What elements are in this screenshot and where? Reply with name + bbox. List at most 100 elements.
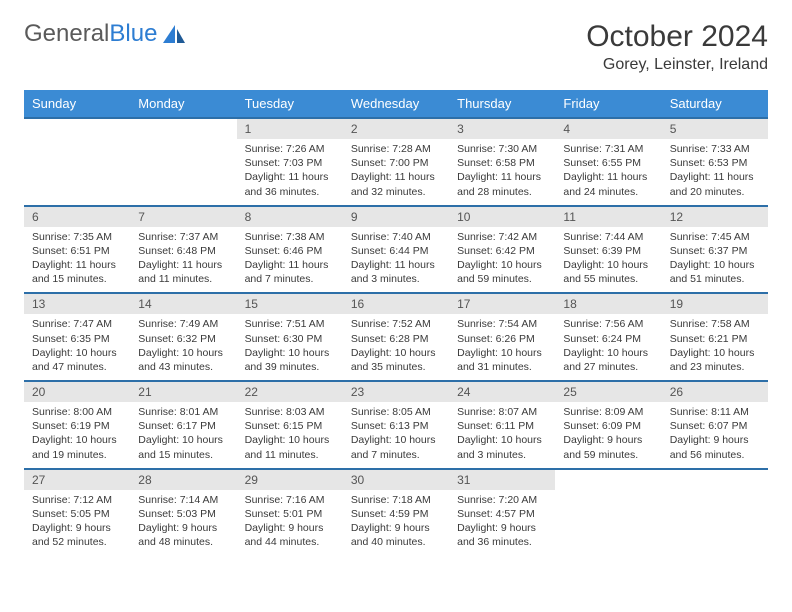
sunrise-text: Sunrise: 7:51 AM [245, 317, 335, 331]
daylight-text: Daylight: 10 hours and 59 minutes. [457, 258, 547, 286]
calendar-cell: 29Sunrise: 7:16 AMSunset: 5:01 PMDayligh… [237, 469, 343, 556]
calendar-cell: 6Sunrise: 7:35 AMSunset: 6:51 PMDaylight… [24, 206, 130, 294]
sunset-text: Sunset: 6:58 PM [457, 156, 547, 170]
calendar-cell: 22 Sunrise: 8:03 AMSunset: 6:15 PMDayligh… [237, 381, 343, 469]
day-number: 25 [555, 382, 661, 402]
day-number: 27 [24, 470, 130, 490]
day-details: Sunrise: 7:37 AMSunset: 6:48 PMDaylight:… [130, 227, 236, 293]
weekday-header-row: Sunday Monday Tuesday Wednesday Thursday… [24, 90, 768, 118]
sunrise-text: Sunrise: 7:37 AM [138, 230, 228, 244]
sunset-text: Sunset: 5:03 PM [138, 507, 228, 521]
sunset-text: Sunset: 6:11 PM [457, 419, 547, 433]
sunset-text: Sunset: 6:15 PM [245, 419, 335, 433]
calendar-cell: 14Sunrise: 7:49 AMSunset: 6:32 PMDayligh… [130, 293, 236, 381]
daylight-text: Daylight: 11 hours and 7 minutes. [245, 258, 335, 286]
sunrise-text: Sunrise: 7:30 AM [457, 142, 547, 156]
sunset-text: Sunset: 6:55 PM [563, 156, 653, 170]
calendar-cell: 7Sunrise: 7:37 AMSunset: 6:48 PMDaylight… [130, 206, 236, 294]
daylight-text: Daylight: 9 hours and 52 minutes. [32, 521, 122, 549]
logo-text-2: Blue [109, 20, 157, 48]
day-details: Sunrise: 7:31 AMSunset: 6:55 PMDaylight:… [555, 139, 661, 205]
day-details: Sunrise: 8:07 AMSunset: 6:11 PMDaylight:… [449, 402, 555, 468]
daylight-text: Daylight: 10 hours and 3 minutes. [457, 433, 547, 461]
sunrise-text: Sunrise: 7:16 AM [245, 493, 335, 507]
daylight-text: Daylight: 11 hours and 15 minutes. [32, 258, 122, 286]
day-number: 6 [24, 207, 130, 227]
day-number: 7 [130, 207, 236, 227]
daylight-text: Daylight: 10 hours and 39 minutes. [245, 346, 335, 374]
day-number: 11 [555, 207, 661, 227]
sunset-text: Sunset: 6:42 PM [457, 244, 547, 258]
sunrise-text: Sunrise: 8:01 AM [138, 405, 228, 419]
calendar-row: 13Sunrise: 7:47 AMSunset: 6:35 PMDayligh… [24, 293, 768, 381]
calendar-cell: 28Sunrise: 7:14 AMSunset: 5:03 PMDayligh… [130, 469, 236, 556]
day-details: Sunrise: 7:49 AMSunset: 6:32 PMDaylight:… [130, 314, 236, 380]
sunrise-text: Sunrise: 7:58 AM [670, 317, 760, 331]
daylight-text: Daylight: 10 hours and 31 minutes. [457, 346, 547, 374]
logo-sail-icon [161, 23, 187, 45]
day-number: 1 [237, 119, 343, 139]
calendar-cell: 27Sunrise: 7:12 AMSunset: 5:05 PMDayligh… [24, 469, 130, 556]
day-details: Sunrise: 7:58 AMSunset: 6:21 PMDaylight:… [662, 314, 768, 380]
sunrise-text: Sunrise: 7:44 AM [563, 230, 653, 244]
sunset-text: Sunset: 4:57 PM [457, 507, 547, 521]
daylight-text: Daylight: 11 hours and 11 minutes. [138, 258, 228, 286]
day-number: 24 [449, 382, 555, 402]
sunset-text: Sunset: 6:44 PM [351, 244, 441, 258]
sunrise-text: Sunrise: 7:38 AM [245, 230, 335, 244]
calendar-cell: 17Sunrise: 7:54 AMSunset: 6:26 PMDayligh… [449, 293, 555, 381]
day-number: 21 [130, 382, 236, 402]
calendar-cell: 21Sunrise: 8:01 AMSunset: 6:17 PMDayligh… [130, 381, 236, 469]
sunrise-text: Sunrise: 7:49 AM [138, 317, 228, 331]
day-number: 2 [343, 119, 449, 139]
calendar-cell: 8Sunrise: 7:38 AMSunset: 6:46 PMDaylight… [237, 206, 343, 294]
sunset-text: Sunset: 6:21 PM [670, 332, 760, 346]
calendar-cell: 11Sunrise: 7:44 AMSunset: 6:39 PMDayligh… [555, 206, 661, 294]
day-number: 3 [449, 119, 555, 139]
daylight-text: Daylight: 9 hours and 36 minutes. [457, 521, 547, 549]
calendar-cell: 30 Sunrise: 7:18 AMSunset: 4:59 PMDayligh… [343, 469, 449, 556]
sunset-text: Sunset: 4:59 PM [351, 507, 441, 521]
day-number: 18 [555, 294, 661, 314]
sunrise-text: Sunrise: 8:03 AM [245, 405, 335, 419]
sunrise-text: Sunrise: 7:28 AM [351, 142, 441, 156]
sunset-text: Sunset: 6:17 PM [138, 419, 228, 433]
day-details: Sunrise: 7:12 AMSunset: 5:05 PMDaylight:… [24, 490, 130, 556]
daylight-text: Daylight: 11 hours and 32 minutes. [351, 170, 441, 198]
day-number: 16 [343, 294, 449, 314]
daylight-text: Daylight: 9 hours and 40 minutes. [351, 521, 441, 549]
day-number: 20 [24, 382, 130, 402]
sunrise-text: Sunrise: 7:52 AM [351, 317, 441, 331]
calendar-row: 20Sunrise: 8:00 AMSunset: 6:19 PMDayligh… [24, 381, 768, 469]
day-details: Sunrise: 7:33 AMSunset: 6:53 PMDaylight:… [662, 139, 768, 205]
sunrise-text: Sunrise: 8:11 AM [670, 405, 760, 419]
sunset-text: Sunset: 6:13 PM [351, 419, 441, 433]
sunset-text: Sunset: 7:03 PM [245, 156, 335, 170]
daylight-text: Daylight: 9 hours and 44 minutes. [245, 521, 335, 549]
calendar-cell: 16Sunrise: 7:52 AMSunset: 6:28 PMDayligh… [343, 293, 449, 381]
sunrise-text: Sunrise: 7:18 AM [351, 493, 441, 507]
day-number: 22 [237, 382, 343, 402]
sunrise-text: Sunrise: 7:35 AM [32, 230, 122, 244]
day-number: 19 [662, 294, 768, 314]
sunrise-text: Sunrise: 8:07 AM [457, 405, 547, 419]
day-details: Sunrise: 7:56 AMSunset: 6:24 PMDaylight:… [555, 314, 661, 380]
sunrise-text: Sunrise: 7:33 AM [670, 142, 760, 156]
sunrise-text: Sunrise: 7:47 AM [32, 317, 122, 331]
day-details: Sunrise: 7:52 AMSunset: 6:28 PMDaylight:… [343, 314, 449, 380]
day-details: Sunrise: 7:14 AMSunset: 5:03 PMDaylight:… [130, 490, 236, 556]
sunrise-text: Sunrise: 7:12 AM [32, 493, 122, 507]
sunset-text: Sunset: 6:24 PM [563, 332, 653, 346]
daylight-text: Daylight: 10 hours and 7 minutes. [351, 433, 441, 461]
day-details: Sunrise: 7:28 AMSunset: 7:00 PMDaylight:… [343, 139, 449, 205]
day-number: 30 [343, 470, 449, 490]
logo: GeneralBlue [24, 20, 187, 48]
sunrise-text: Sunrise: 7:26 AM [245, 142, 335, 156]
daylight-text: Daylight: 10 hours and 55 minutes. [563, 258, 653, 286]
sunset-text: Sunset: 6:37 PM [670, 244, 760, 258]
daylight-text: Daylight: 10 hours and 11 minutes. [245, 433, 335, 461]
day-number: 31 [449, 470, 555, 490]
day-details: Sunrise: 7:51 AMSunset: 6:30 PMDaylight:… [237, 314, 343, 380]
day-number: 26 [662, 382, 768, 402]
calendar-cell [130, 118, 236, 206]
